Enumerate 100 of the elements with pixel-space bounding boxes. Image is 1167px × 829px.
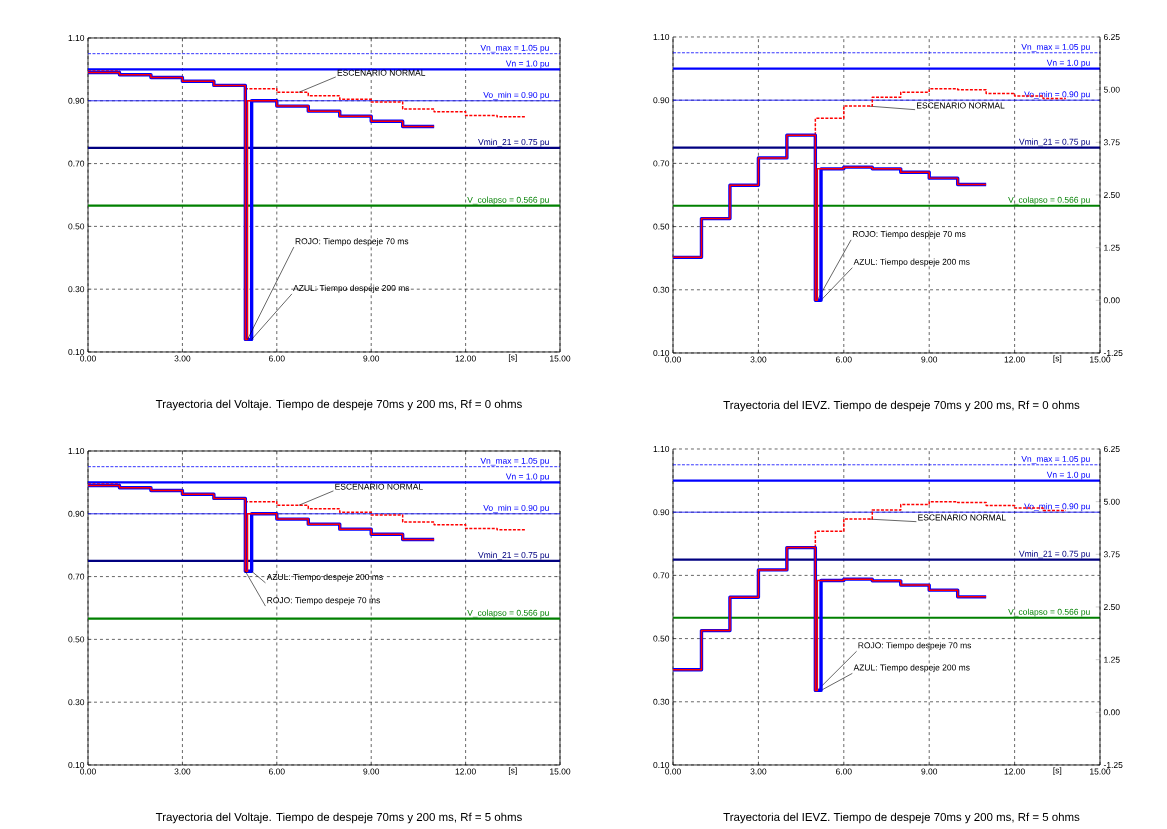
ref-line-label: Vmin_21 = 0.75 pu bbox=[1018, 550, 1090, 559]
y-tick-label: 0.90 bbox=[68, 97, 85, 104]
y-tick-label: 0.10 bbox=[653, 761, 670, 768]
ref-line-label: Vo_min = 0.90 pu bbox=[483, 504, 549, 513]
x-tick-label: 0.00 bbox=[665, 768, 681, 775]
ref-line-label: Vn_max = 1.05 pu bbox=[1021, 455, 1090, 464]
y2-tick-label: 0.00 bbox=[1103, 297, 1120, 304]
annotation: ESCENARIO NORMAL bbox=[918, 514, 1006, 521]
y2-tick-label: 6.25 bbox=[1103, 445, 1120, 452]
x-tick-label: 9.00 bbox=[363, 768, 380, 775]
y-tick-label: 0.90 bbox=[68, 510, 85, 517]
y-tick-label: 0.50 bbox=[68, 636, 85, 643]
annotation: ESCENARIO NORMAL bbox=[337, 69, 426, 76]
x-tick-label: 6.00 bbox=[269, 768, 285, 775]
y2-tick-label: 1.25 bbox=[1104, 244, 1120, 251]
y-tick-label: 0.70 bbox=[653, 160, 670, 167]
y-tick-label: 0.90 bbox=[653, 97, 670, 104]
ref-line-label: Vo_min = 0.90 pu bbox=[1024, 91, 1090, 99]
x-tick-label: 12.00 bbox=[1004, 768, 1025, 775]
x-tick-label: 0.00 bbox=[665, 356, 681, 363]
annotation: ESCENARIO NORMAL bbox=[917, 102, 1005, 109]
x-tick-label: 0.00 bbox=[80, 768, 96, 775]
annotation: ROJO: Tiempo despeje 70 ms bbox=[852, 230, 966, 239]
text: Trayectoria del IEVZ. Tiempo de despeje 70ms y 200 ms, Rf = 0 ohms bbox=[723, 400, 1080, 412]
x-tick-label: 9.00 bbox=[921, 768, 938, 775]
text: Trayectoria del IEVZ. Tiempo de despeje 70ms y 200 ms, Rf = 5 ohms bbox=[723, 812, 1080, 824]
x-axis-title: [s] bbox=[508, 767, 517, 776]
x-tick-label: 15.00 bbox=[550, 355, 571, 362]
y-tick-label: 0.50 bbox=[653, 223, 670, 230]
y-tick-label: 0.30 bbox=[68, 699, 85, 706]
x-tick-label: 15.00 bbox=[1090, 356, 1111, 363]
x-tick-label: 9.00 bbox=[921, 356, 938, 363]
x-tick-label: 15.00 bbox=[550, 768, 571, 775]
y2-tick-label: 3.75 bbox=[1103, 551, 1120, 558]
y-tick-label: 0.10 bbox=[68, 761, 85, 768]
x-tick-label: 3.00 bbox=[174, 355, 191, 362]
y2-tick-label: 2.50 bbox=[1103, 191, 1120, 198]
y2-tick-label: 0.00 bbox=[1103, 709, 1120, 716]
annotation: AZUL: Tiempo despeje 200 ms bbox=[266, 573, 383, 582]
x-tick-label: 0.00 bbox=[80, 355, 96, 362]
y2-tick-label: -1.25 bbox=[1103, 349, 1123, 356]
ref-line-label: V_colapso = 0.566 pu bbox=[1008, 608, 1090, 617]
x-axis-title: [s] bbox=[1053, 355, 1062, 364]
y-tick-label: 0.30 bbox=[68, 286, 85, 293]
ref-line-label: Vo_min = 0.90 pu bbox=[483, 91, 549, 100]
y-tick-label: 1.10 bbox=[68, 34, 85, 41]
ref-line-label: Vmin_21 = 0.75 pu bbox=[478, 551, 549, 560]
y-tick-label: 1.10 bbox=[68, 447, 85, 454]
annotation: ESCENARIO NORMAL bbox=[335, 483, 423, 490]
x-tick-label: 3.00 bbox=[750, 768, 767, 775]
x-tick-label: 9.00 bbox=[363, 355, 380, 362]
x-tick-label: 6.00 bbox=[836, 768, 852, 775]
ref-line-label: Vn = 1.0 pu bbox=[505, 60, 549, 69]
x-axis-title: [s] bbox=[508, 354, 517, 363]
y-tick-label: 0.30 bbox=[653, 698, 670, 705]
annotation: ROJO: Tiempo despeje 70 ms bbox=[267, 597, 380, 605]
y2-tick-label: 5.00 bbox=[1103, 498, 1120, 505]
x-tick-label: 12.00 bbox=[1004, 356, 1025, 363]
x-tick-label: 6.00 bbox=[836, 356, 852, 363]
y2-tick-label: 6.25 bbox=[1103, 33, 1120, 40]
y2-tick-label: 5.00 bbox=[1103, 86, 1120, 93]
ref-line-label: Vn = 1.0 pu bbox=[505, 473, 549, 482]
y-tick-label: 1.10 bbox=[653, 33, 670, 40]
ref-line-label: Vn_max = 1.05 pu bbox=[1021, 43, 1090, 52]
y-tick-label: 0.70 bbox=[68, 573, 85, 580]
ref-line-label: Vn_max = 1.05 pu bbox=[480, 44, 549, 53]
y-tick-label: 0.10 bbox=[68, 348, 85, 355]
ref-line-label: Vo_min = 0.90 pu bbox=[1024, 503, 1090, 511]
annotation: ROJO: Tiempo despeje 70 ms bbox=[858, 642, 972, 651]
x-axis-title: [s] bbox=[1053, 767, 1062, 776]
annotation: ROJO: Tiempo despeje 70 ms bbox=[295, 238, 409, 246]
y2-tick-label: 3.75 bbox=[1103, 139, 1120, 146]
ref-line-label: V_colapso = 0.566 pu bbox=[1008, 196, 1090, 205]
annotation: AZUL: Tiempo despeje 200 ms bbox=[853, 258, 970, 267]
y2-tick-label: 2.50 bbox=[1103, 603, 1120, 610]
y2-tick-label: 1.25 bbox=[1104, 656, 1120, 663]
y-tick-label: 0.30 bbox=[653, 286, 670, 293]
y-tick-label: 0.10 bbox=[653, 349, 670, 356]
ref-line-label: V_colapso = 0.566 pu bbox=[467, 196, 549, 205]
annotation: AZUL: Tiempo despeje 200 ms bbox=[293, 284, 410, 293]
annotation: AZUL: Tiempo despeje 200 ms bbox=[853, 664, 970, 673]
y-tick-label: 0.50 bbox=[653, 635, 670, 642]
ref-line-label: Vn_max = 1.05 pu bbox=[480, 457, 549, 466]
ref-line-label: Vn = 1.0 pu bbox=[1046, 59, 1090, 68]
y-tick-label: 0.50 bbox=[68, 223, 85, 230]
ref-line-label: V_colapso = 0.566 pu bbox=[467, 609, 549, 618]
x-tick-label: 3.00 bbox=[174, 768, 191, 775]
ref-line-label: Vmin_21 = 0.75 pu bbox=[478, 138, 549, 147]
y-tick-label: 1.10 bbox=[653, 445, 670, 452]
y2-tick-label: -1.25 bbox=[1103, 761, 1123, 768]
y-tick-label: 0.90 bbox=[653, 509, 670, 516]
y-tick-label: 0.70 bbox=[653, 572, 670, 579]
x-tick-label: 6.00 bbox=[269, 355, 285, 362]
x-tick-label: 15.00 bbox=[1090, 768, 1111, 775]
y-tick-label: 0.70 bbox=[68, 160, 85, 167]
ref-line-label: Vmin_21 = 0.75 pu bbox=[1018, 138, 1090, 147]
x-tick-label: 12.00 bbox=[455, 768, 476, 775]
x-tick-label: 12.00 bbox=[455, 355, 476, 362]
text: Trayectoria del Voltaje. Tiempo de despeje 70ms y 200 ms, Rf = 0 ohms bbox=[155, 399, 522, 411]
x-tick-label: 3.00 bbox=[750, 356, 767, 363]
